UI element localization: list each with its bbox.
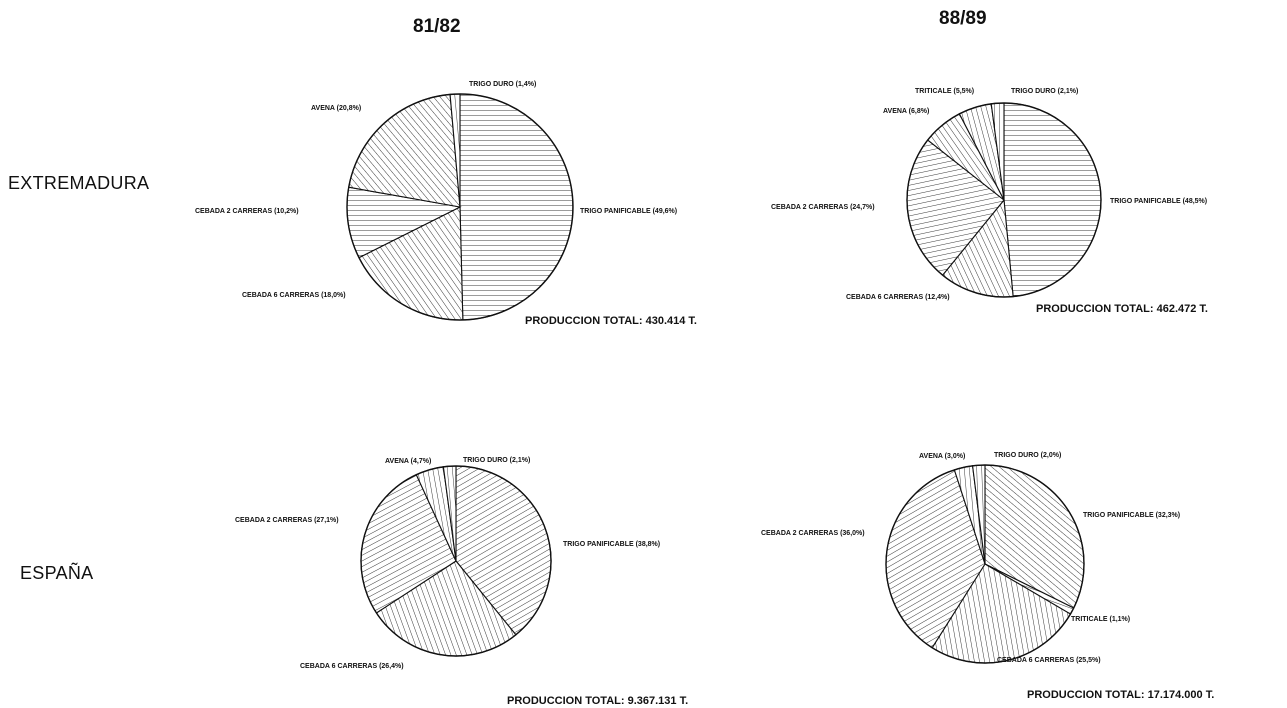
slice-label-cebada-2-carreras: CEBADA 2 CARRERAS (24,7%) xyxy=(771,204,875,211)
slice-label-cebada-6-carreras: CEBADA 6 CARRERAS (18,0%) xyxy=(242,292,346,299)
pie-slice-avena xyxy=(348,93,461,208)
slice-label-cebada-2-carreras: CEBADA 2 CARRERAS (27,1%) xyxy=(235,517,339,524)
slice-label-trigo-panificable: TRIGO PANIFICABLE (49,6%) xyxy=(580,208,677,215)
slice-label-trigo-duro: TRIGO DURO (2,1%) xyxy=(1011,88,1078,95)
slice-label-avena: AVENA (20,8%) xyxy=(311,105,361,112)
slice-label-cebada-2-carreras: CEBADA 2 CARRERAS (10,2%) xyxy=(195,208,299,215)
pie-outline xyxy=(885,464,1085,664)
slice-label-triticale: TRITICALE (1,1%) xyxy=(1071,616,1130,623)
total-production-label: PRODUCCION TOTAL: 430.414 T. xyxy=(525,315,697,327)
slice-label-triticale: TRITICALE (5,5%) xyxy=(915,88,974,95)
slice-label-trigo-panificable: TRIGO PANIFICABLE (48,5%) xyxy=(1110,198,1207,205)
slice-label-trigo-duro: TRIGO DURO (2,1%) xyxy=(463,457,530,464)
total-production-label: PRODUCCION TOTAL: 9.367.131 T. xyxy=(507,695,688,707)
slice-label-trigo-panificable: TRIGO PANIFICABLE (38,8%) xyxy=(563,541,660,548)
pie-slice-trigo-panificable xyxy=(459,93,574,321)
slice-label-trigo-duro: TRIGO DURO (2,0%) xyxy=(994,452,1061,459)
slice-label-avena: AVENA (4,7%) xyxy=(385,458,431,465)
slice-label-cebada-6-carreras: CEBADA 6 CARRERAS (12,4%) xyxy=(846,294,950,301)
slice-label-cebada-6-carreras: CEBADA 6 CARRERAS (25,5%) xyxy=(997,657,1101,664)
period-header-81-82: 81/82 xyxy=(413,16,461,37)
period-header-88-89: 88/89 xyxy=(939,8,987,29)
slice-label-cebada-6-carreras: CEBADA 6 CARRERAS (26,4%) xyxy=(300,663,404,670)
pie-outline xyxy=(346,93,574,321)
pie-slice-trigo-panificable xyxy=(1003,102,1102,298)
row-label-espana: ESPAÑA xyxy=(20,563,94,583)
slice-label-cebada-2-carreras: CEBADA 2 CARRERAS (36,0%) xyxy=(761,530,865,537)
slice-label-avena: AVENA (6,8%) xyxy=(883,108,929,115)
pie-outline xyxy=(360,465,552,657)
slice-label-trigo-duro: TRIGO DURO (1,4%) xyxy=(469,81,536,88)
pie-outline xyxy=(906,102,1102,298)
slice-label-avena: AVENA (3,0%) xyxy=(919,453,965,460)
row-label-extremadura: EXTREMADURA xyxy=(8,173,150,193)
total-production-label: PRODUCCION TOTAL: 17.174.000 T. xyxy=(1027,689,1214,701)
total-production-label: PRODUCCION TOTAL: 462.472 T. xyxy=(1036,303,1208,315)
slice-label-trigo-panificable: TRIGO PANIFICABLE (32,3%) xyxy=(1083,512,1180,519)
